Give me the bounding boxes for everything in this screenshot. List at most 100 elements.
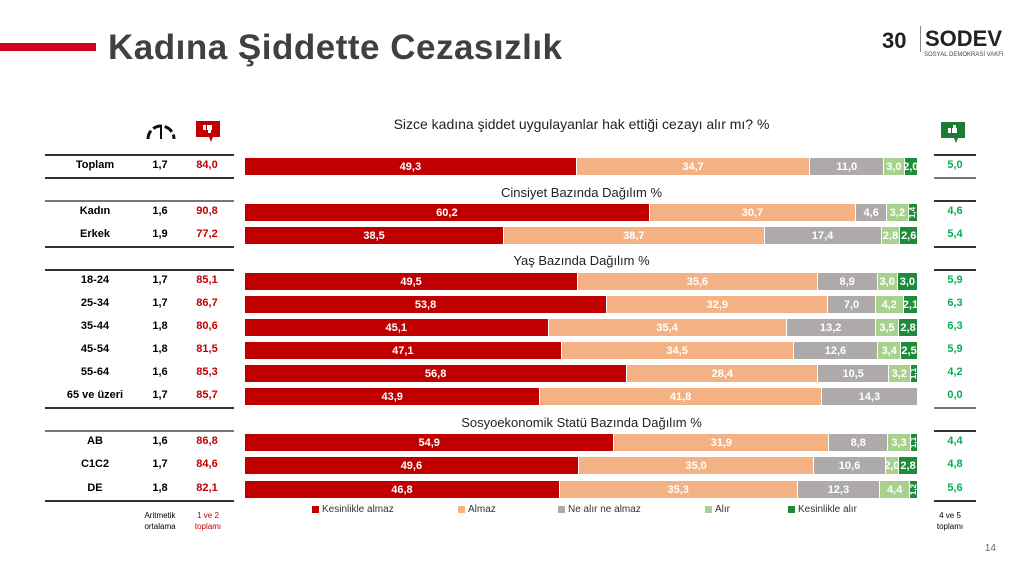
- bar-segment-almaz: 41,8: [540, 388, 822, 405]
- data-label: 2,0: [886, 459, 900, 472]
- divider: [45, 407, 234, 409]
- stacked-bar: 49,5 35,6 8,9 3,0 3,0: [245, 273, 918, 290]
- positive-total: 6,3: [947, 297, 963, 309]
- data-label: 47,1: [392, 344, 414, 357]
- mean-value: 1,7: [152, 159, 168, 171]
- positive-total: 6,3: [947, 320, 963, 332]
- positive-total: 5,6: [947, 482, 963, 494]
- data-label: 35,4: [656, 321, 678, 334]
- sodev-logo: 30 SODEV SOSYAL DEMOKRASİ VAKFI: [882, 26, 1004, 58]
- stacked-bar: 60,2 30,7 4,6 3,2 1,4: [245, 204, 918, 221]
- mean-value: 1,7: [152, 458, 168, 470]
- page-title: Kadına Şiddette Cezasızlık: [108, 28, 563, 67]
- row-label: 55-64: [80, 366, 110, 378]
- bar-segment-kesinlikle-al-r: 2,8: [899, 319, 918, 336]
- stacked-bar: 53,8 32,9 7,0 4,2 2,1: [245, 296, 918, 313]
- data-label: 41,8: [669, 390, 692, 403]
- bar-segment-al-r: 3,2: [889, 365, 911, 382]
- legend-item: Kesinlikle almaz: [312, 504, 394, 515]
- data-label: 49,5: [400, 275, 422, 288]
- data-label: 14,3: [858, 390, 881, 403]
- negative-total: 84,6: [196, 458, 218, 470]
- legend-swatch: [458, 506, 465, 513]
- data-label: 35,0: [685, 459, 707, 472]
- legend-swatch: [558, 506, 565, 513]
- data-label: 7,0: [843, 298, 860, 311]
- divider: [934, 500, 976, 502]
- data-label: 34,7: [682, 160, 704, 173]
- bar-segment-kesinlikle-almaz: 47,1: [245, 342, 562, 359]
- row-label: AB: [87, 435, 103, 447]
- bar-segment-almaz: 31,9: [614, 434, 830, 451]
- bar-segment-kesinlikle-almaz: 45,1: [245, 319, 549, 336]
- divider: [45, 154, 234, 156]
- page-number: 14: [984, 543, 996, 554]
- bar-segment-ne-al-r-ne-almaz: 12,6: [793, 342, 879, 359]
- bar-segment-al-r: 3,0: [884, 158, 905, 175]
- negative-total: 84,0: [196, 159, 218, 171]
- row-label: C1C2: [80, 458, 110, 470]
- mean-value: 1,8: [152, 343, 168, 355]
- negative-total: 82,1: [196, 482, 218, 494]
- stacked-bar: 47,1 34,5 12,6 3,4 2,5: [245, 342, 918, 359]
- divider: [934, 177, 976, 179]
- row-label: 65 ve üzeri: [66, 389, 124, 401]
- data-label: 49,6: [400, 459, 423, 472]
- bar-segment-kesinlikle-almaz: 49,5: [245, 273, 579, 290]
- legend-item: Almaz: [458, 504, 496, 515]
- bar-segment-al-r: 3,5: [875, 319, 900, 336]
- data-label: 32,9: [706, 298, 728, 311]
- bar-segment-almaz: 38,7: [504, 227, 765, 244]
- stacked-bar: 49,6 35,0 10,6 2,02,8: [245, 457, 918, 474]
- legend-swatch: [705, 506, 712, 513]
- stacked-bar: 38,5 38,7 17,4 2,8 2,6: [245, 227, 918, 244]
- data-label: 2,8: [900, 459, 916, 472]
- divider: [934, 269, 976, 271]
- bar-segment-ne-al-r-ne-almaz: 7,0: [828, 296, 876, 313]
- stacked-bar: 46,8 35,3 12,3 4,4 1,2: [245, 481, 918, 498]
- bar-segment-kesinlikle-almaz: 53,8: [245, 296, 608, 313]
- bar-segment-kesinlikle-al-r: 3,0: [897, 273, 918, 290]
- mean-value: 1,6: [152, 205, 168, 217]
- bar-segment-almaz: 30,7: [649, 204, 857, 221]
- negative-total: 86,7: [196, 297, 218, 309]
- mean-value: 1,6: [152, 435, 168, 447]
- data-label: 43,9: [381, 390, 403, 403]
- stacked-bar: 56,8 28,4 10,5 3,2 1,1: [245, 365, 918, 382]
- positive-total: 5,4: [947, 228, 963, 240]
- row-label: 25-34: [80, 297, 110, 309]
- row-label: Toplam: [75, 159, 115, 171]
- bar-segment-almaz: 34,5: [561, 342, 794, 359]
- data-label: 53,8: [414, 298, 437, 311]
- data-label: 11,0: [836, 160, 858, 173]
- row-label: 18-24: [80, 274, 110, 286]
- data-label: 10,5: [842, 367, 864, 380]
- data-label: 13,2: [819, 321, 842, 334]
- negative-total: 80,6: [196, 320, 218, 332]
- divider: [934, 246, 976, 248]
- data-label: 2,0: [905, 160, 918, 173]
- data-label: 2,5: [901, 344, 917, 357]
- bar-segment-ne-al-r-ne-almaz: 13,2: [786, 319, 876, 336]
- positive-total: 4,8: [947, 458, 963, 470]
- bar-segment-al-r: 2,8: [881, 227, 901, 244]
- data-label: 49,3: [399, 160, 422, 173]
- divider: [45, 200, 234, 202]
- data-label: 4,4: [886, 483, 903, 496]
- negative-total: 90,8: [196, 205, 218, 217]
- bar-segment-ne-al-r-ne-almaz: 8,9: [817, 273, 878, 290]
- legend-label: Kesinlikle alır: [798, 504, 857, 515]
- bar-segment-almaz: 34,7: [576, 158, 811, 175]
- bar-segment-kesinlikle-al-r: 1,1: [910, 365, 918, 382]
- bar-segment-ne-al-r-ne-almaz: 10,5: [818, 365, 890, 382]
- positive-total: 5,0: [947, 159, 963, 171]
- data-label: 1,4: [908, 206, 918, 219]
- group-title: Sosyoekonomik Statü Bazında Dağılım %: [461, 415, 702, 430]
- data-label: 3,5: [879, 321, 895, 334]
- bar-segment-al-r: 3,2: [887, 204, 909, 221]
- bar-segment-almaz: 32,9: [607, 296, 829, 313]
- bar-segment-ne-al-r-ne-almaz: 17,4: [764, 227, 882, 244]
- legend-swatch: [312, 506, 319, 513]
- mean-value: 1,8: [152, 482, 168, 494]
- data-label: 10,6: [838, 459, 861, 472]
